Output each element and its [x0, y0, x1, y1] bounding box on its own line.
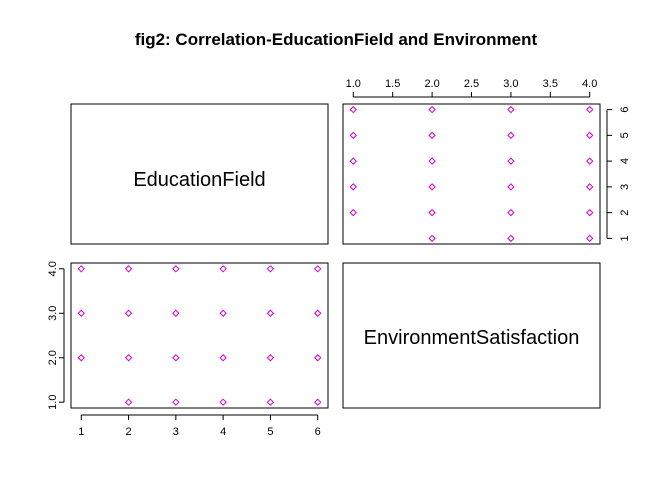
scatter-point — [349, 208, 357, 217]
scatter-point — [77, 309, 85, 317]
scatter-point — [428, 208, 436, 217]
scatter-point — [507, 105, 515, 114]
scatter-point — [124, 354, 133, 362]
x-tick-label: 4 — [220, 426, 226, 438]
scatter-point — [219, 309, 227, 317]
y-tick-label: 5 — [619, 132, 631, 138]
scatter-point — [349, 105, 357, 114]
x-tick-label: 6 — [315, 426, 321, 438]
scatter-point — [586, 105, 594, 114]
scatter-point — [219, 398, 227, 406]
scatter-point — [507, 208, 515, 217]
scatter-point — [124, 309, 133, 317]
scatter-point — [428, 131, 436, 140]
y-tick-label: 3.0 — [47, 306, 59, 321]
x-tick-label: 4.0 — [582, 78, 597, 90]
scatter-point — [172, 354, 180, 362]
x-tick-label: 1.5 — [385, 78, 400, 90]
y-tick-label: 2 — [619, 210, 631, 216]
scatter-point — [507, 131, 515, 140]
scatter-point — [266, 265, 275, 273]
y-tick-label: 6 — [619, 107, 631, 113]
y-tick-label: 1 — [619, 235, 631, 241]
scatter-point — [219, 265, 227, 273]
scatter-point — [507, 234, 515, 243]
scatter-point — [266, 398, 275, 406]
scatter-point — [349, 183, 357, 191]
diagonal-label-environmentsatisfaction: EnvironmentSatisfaction — [364, 327, 580, 349]
scatter-point — [349, 157, 357, 165]
panel-diagonal-educationfield — [70, 103, 329, 245]
x-tick-label: 1 — [78, 426, 84, 438]
scatter-point — [586, 234, 594, 243]
scatter-point — [172, 309, 180, 317]
panel-diagonal-environmentsatisfaction — [342, 262, 601, 409]
scatter-point — [586, 208, 594, 217]
scatter-top-right: 1.0 1.5 2.0 2.5 3.0 3.5 4.0 1 2 3 4 5 6 — [346, 78, 631, 243]
x-tick-label: 3 — [173, 426, 179, 438]
diagonal-label-educationfield: EducationField — [133, 169, 265, 191]
chart-title: fig2: Correlation-EducationField and Env… — [135, 30, 538, 49]
scatter-point — [266, 309, 275, 317]
x-tick-label: 2.0 — [424, 78, 439, 90]
scatter-point — [507, 157, 515, 165]
scatter-point — [77, 354, 85, 362]
scatter-bottom-left: 1 2 3 4 5 6 1.0 2.0 3.0 4.0 — [47, 261, 322, 438]
scatter-point — [314, 354, 322, 362]
y-tick-label: 1.0 — [47, 395, 59, 410]
scatter-point — [124, 265, 133, 273]
scatter-point — [266, 354, 275, 362]
scatter-point — [77, 265, 85, 273]
y-tick-label: 4 — [619, 158, 631, 164]
scatter-point — [219, 354, 227, 362]
x-tick-label: 3.5 — [543, 78, 558, 90]
y-tick-label: 4.0 — [47, 261, 59, 276]
x-tick-label: 1.0 — [346, 78, 361, 90]
panel-scatter-top-right — [342, 103, 601, 245]
x-tick-label: 2 — [126, 426, 132, 438]
scatter-point — [428, 183, 436, 191]
scatter-point — [349, 131, 357, 140]
scatter-point — [428, 234, 436, 243]
y-tick-label: 2.0 — [47, 350, 59, 365]
scatter-point — [124, 398, 133, 406]
x-tick-label: 2.5 — [464, 78, 479, 90]
scatter-point — [428, 105, 436, 114]
x-tick-label: 5 — [267, 426, 273, 438]
scatter-point — [172, 398, 180, 406]
x-tick-label: 3.0 — [503, 78, 518, 90]
scatter-point — [428, 157, 436, 165]
scatter-point — [586, 131, 594, 140]
y-tick-label: 3 — [619, 184, 631, 190]
scatter-point — [586, 157, 594, 165]
scatter-point — [314, 398, 322, 406]
scatter-point — [314, 265, 322, 273]
scatter-point — [586, 183, 594, 191]
scatter-point — [172, 265, 180, 273]
panel-scatter-bottom-left — [70, 262, 329, 409]
scatter-point — [314, 309, 322, 317]
scatter-point — [507, 183, 515, 191]
